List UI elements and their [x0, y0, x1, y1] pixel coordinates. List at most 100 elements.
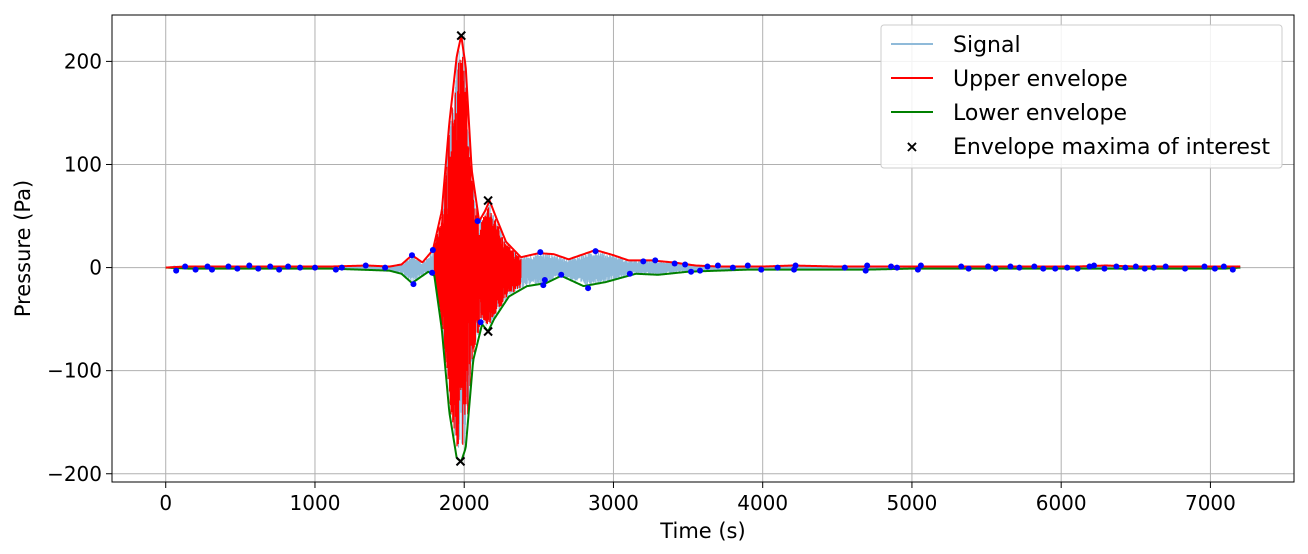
extremum-point [338, 264, 345, 271]
maxima-marker-stroke [483, 326, 493, 337]
extremum-point [640, 258, 647, 265]
legend-upper-envelope-label: Upper envelope [953, 67, 1128, 92]
extremum-point [914, 266, 921, 273]
extremum-point [225, 263, 232, 270]
maxima-marker-stroke [456, 30, 466, 41]
x-tick-label: 2000 [439, 491, 490, 515]
maxima-marker [483, 195, 493, 206]
x-tick-label: 3000 [588, 491, 639, 515]
extremum-point [791, 266, 798, 273]
extremum-point [1182, 265, 1189, 272]
x-tick-label: 6000 [1036, 491, 1087, 515]
extremum-point [1064, 264, 1071, 271]
plot-clipped [165, 30, 1241, 467]
legend-lower-envelope-label: Lower envelope [953, 101, 1127, 126]
legend-maxima-marker: × [905, 137, 918, 156]
maxima-marker [455, 456, 466, 467]
extremum-point [1229, 266, 1236, 273]
extremum-point [540, 282, 547, 289]
extremum-point [888, 263, 895, 270]
extremum-point [585, 285, 592, 292]
maxima-marker [456, 30, 466, 41]
extremum-point [714, 262, 721, 269]
extremum-point [697, 267, 704, 274]
extremum-point [1074, 265, 1081, 272]
extremum-point [1150, 264, 1157, 271]
extremum-point [410, 281, 417, 288]
burst-trace [433, 56, 522, 447]
extremum-point [862, 267, 869, 274]
y-tick-label: −200 [47, 462, 102, 486]
extremum-point [429, 269, 436, 276]
extremum-point [1101, 265, 1108, 272]
extremum-point [744, 262, 751, 269]
extremum-point [1211, 265, 1218, 272]
extremum-point [311, 264, 318, 271]
extremum-point [192, 266, 199, 273]
extremum-point [682, 261, 689, 268]
extremum-point [285, 263, 292, 270]
extremum-point [1091, 262, 1098, 269]
extremum-point [774, 264, 781, 271]
upper-envelope-line [165, 35, 1241, 269]
extremum-point [958, 263, 965, 270]
extremum-point [362, 262, 369, 269]
extremum-point [558, 271, 565, 278]
extremum-point [671, 260, 678, 267]
extremum-point [1052, 265, 1059, 272]
extremum-point [992, 265, 999, 272]
extremum-point [1007, 263, 1014, 270]
legend: Signal Upper envelope Lower envelope × E… [880, 24, 1283, 169]
y-axis-label: Pressure (Pa) [11, 180, 35, 317]
extremum-point [729, 264, 736, 271]
legend-box [880, 24, 1283, 169]
extremum-point [382, 264, 389, 271]
x-tick-label: 5000 [886, 491, 937, 515]
legend-signal-label: Signal [953, 33, 1021, 58]
extremum-point [626, 270, 633, 277]
plot-area [165, 30, 1241, 467]
extremum-point [255, 265, 262, 272]
extremum-point [541, 276, 548, 283]
y-tick-label: 200 [64, 49, 102, 73]
extremum-point [208, 266, 215, 273]
extremum-point [864, 262, 871, 269]
extremum-point [234, 265, 241, 272]
extremum-point [1016, 264, 1023, 271]
y-tick-label: 0 [89, 256, 102, 280]
extremum-point [267, 263, 274, 270]
extremum-point [276, 266, 283, 273]
extremum-point [1132, 263, 1139, 270]
extremum-point [1113, 263, 1120, 270]
extremum-point [1220, 263, 1227, 270]
extremum-point [246, 262, 253, 269]
extremum-point [429, 247, 436, 254]
maxima-marker [483, 326, 493, 337]
extremum-point [965, 265, 972, 272]
x-tick-label: 0 [159, 491, 172, 515]
extremum-point [173, 267, 180, 274]
extremum-point [474, 218, 481, 225]
extremum-point [1040, 265, 1047, 272]
extremum-point [1201, 263, 1208, 270]
axes-frame [111, 14, 1295, 483]
extremum-point [332, 266, 339, 273]
extremum-point [1122, 264, 1129, 271]
extremum-point [408, 252, 415, 259]
extremum-point [1162, 263, 1169, 270]
y-tick-label: 100 [64, 152, 102, 176]
extremum-point [182, 263, 189, 270]
extremum-point [917, 262, 924, 269]
x-axis-label: Time (s) [659, 519, 745, 543]
extremum-point [204, 263, 211, 270]
extremum-point [688, 268, 695, 275]
extremum-point [592, 248, 599, 255]
extremum-point [704, 263, 711, 270]
extremum-point [894, 264, 901, 271]
x-tick-label: 4000 [737, 491, 788, 515]
lower-envelope-line [165, 266, 1241, 463]
extremum-point [841, 264, 848, 271]
x-tick-label: 1000 [290, 491, 341, 515]
ticks: 0 1000 2000 3000 4000 5000 6000 7000 −200 −100 0 10… [47, 49, 1236, 515]
